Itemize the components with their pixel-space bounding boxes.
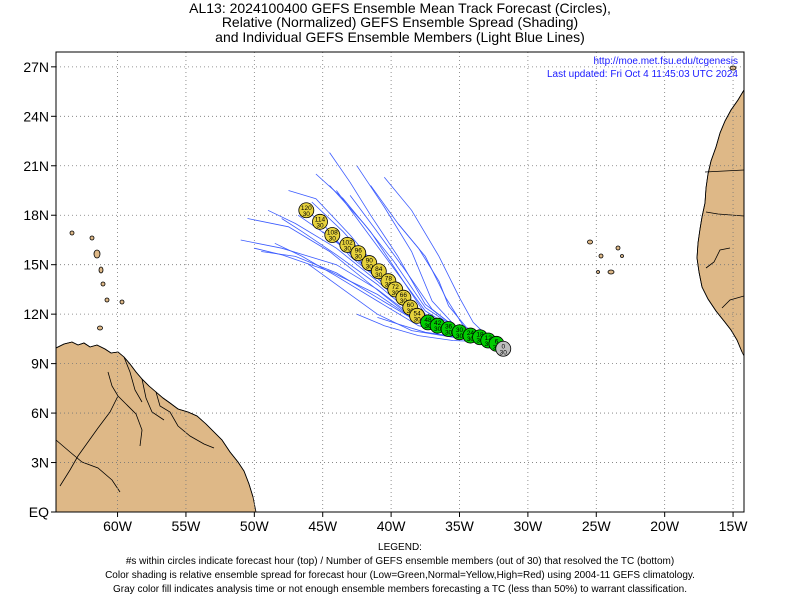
forecast-hour-label: 84 bbox=[375, 266, 383, 273]
member-track-line bbox=[383, 177, 494, 343]
legend-line-1: #s within circles indicate forecast hour… bbox=[125, 556, 675, 567]
forecast-hour-label: 90 bbox=[366, 258, 374, 265]
country-borders bbox=[56, 89, 744, 498]
lon-tick-label: 40W bbox=[377, 518, 407, 534]
lon-tick-label: 35W bbox=[445, 518, 475, 534]
lon-tick-label: 25W bbox=[582, 518, 612, 534]
title-line-1: AL13: 2024100400 GEFS Ensemble Mean Trac… bbox=[189, 0, 611, 16]
legend-line-2: Color shading is relative ensemble sprea… bbox=[105, 570, 695, 581]
lat-tick-label: 21N bbox=[23, 158, 49, 174]
mean-track-circle bbox=[350, 245, 367, 262]
axis-ticks: 60W 55W 50W 45W 40W 35W 30W 25W 20W 15W EQ 3N 6N 9N 12… bbox=[23, 59, 748, 534]
member-count-label: 30 bbox=[424, 323, 432, 330]
member-count-label: 30 bbox=[355, 254, 363, 261]
member-count-label: 30 bbox=[329, 236, 337, 243]
forecast-hour-label: 36 bbox=[445, 323, 453, 330]
mean-track-circle bbox=[370, 263, 387, 280]
member-count-label: 30 bbox=[366, 264, 374, 271]
lat-tick-label: 24N bbox=[23, 108, 49, 124]
mean-track-circle bbox=[495, 340, 512, 357]
forecast-hour-label: 48 bbox=[424, 317, 432, 324]
mean-track-circle bbox=[324, 227, 341, 243]
member-count-label: 30 bbox=[303, 211, 311, 218]
lon-tick-label: 30W bbox=[513, 518, 543, 534]
forecast-hour-label: 96 bbox=[355, 248, 363, 255]
legend-line-3: Gray color fill indicates analysis time … bbox=[113, 584, 687, 595]
lat-tick-label: 27N bbox=[23, 59, 49, 75]
lat-tick-label: 12N bbox=[23, 306, 49, 322]
mean-track-circle bbox=[298, 202, 315, 219]
member-count-label: 30 bbox=[485, 341, 493, 348]
attribution-updated: Last updated: Fri Oct 4 11:45:03 UTC 202… bbox=[547, 69, 738, 80]
forecast-hour-label: 24 bbox=[467, 330, 475, 337]
member-count-label: 30 bbox=[344, 245, 352, 252]
forecast-hour-label: 66 bbox=[400, 292, 408, 299]
title-line-2: Relative (Normalized) GEFS Ensemble Spre… bbox=[221, 14, 579, 30]
forecast-hour-label: 102 bbox=[342, 239, 353, 246]
mean-track-circle bbox=[339, 237, 356, 253]
mean-track-point: 030 bbox=[495, 340, 512, 357]
lat-tick-label: 6N bbox=[31, 405, 49, 421]
legend-header: LEGEND: bbox=[378, 542, 422, 553]
forecast-hour-label: 30 bbox=[456, 327, 464, 334]
forecast-hour-label: 60 bbox=[407, 302, 415, 309]
attribution-url: http://moe.met.fsu.edu/tcgenesis bbox=[593, 56, 738, 67]
member-count-label: 30 bbox=[392, 290, 400, 297]
lon-tick-label: 15W bbox=[719, 518, 749, 534]
islands bbox=[69, 65, 737, 331]
member-count-label: 30 bbox=[500, 349, 508, 356]
forecast-hour-label: 6 bbox=[495, 338, 499, 345]
title-line-3: and Individual GEFS Ensemble Members (Li… bbox=[215, 29, 585, 45]
lat-tick-label: 15N bbox=[23, 257, 49, 273]
lon-tick-label: 45W bbox=[308, 518, 338, 534]
lat-lon-grid bbox=[56, 52, 744, 512]
member-count-label: 30 bbox=[476, 338, 484, 345]
forecast-hour-label: 120 bbox=[301, 205, 312, 212]
lat-tick-label: EQ bbox=[29, 504, 49, 520]
member-count-label: 30 bbox=[375, 272, 383, 279]
lat-tick-label: 18N bbox=[23, 207, 49, 223]
forecast-hour-label: 72 bbox=[392, 284, 400, 291]
forecast-hour-label: 0 bbox=[501, 343, 505, 350]
member-count-label: 30 bbox=[445, 329, 453, 336]
forecast-hour-label: 78 bbox=[385, 276, 393, 283]
member-count-label: 30 bbox=[467, 336, 475, 343]
forecast-hour-label: 54 bbox=[413, 310, 421, 317]
forecast-hour-label: 108 bbox=[327, 230, 338, 237]
map-frame bbox=[55, 51, 745, 513]
member-count-label: 30 bbox=[413, 316, 421, 323]
lon-tick-label: 55W bbox=[172, 518, 202, 534]
forecast-hour-label: 18 bbox=[476, 332, 484, 339]
member-count-label: 30 bbox=[434, 326, 442, 333]
mean-track-circle bbox=[312, 213, 328, 230]
lat-tick-label: 9N bbox=[31, 356, 49, 372]
member-count-label: 30 bbox=[400, 298, 408, 305]
lon-tick-label: 60W bbox=[103, 518, 133, 534]
lat-tick-label: 3N bbox=[31, 455, 49, 471]
forecast-hour-label: 42 bbox=[434, 320, 442, 327]
lon-tick-label: 20W bbox=[650, 518, 680, 534]
lon-tick-label: 50W bbox=[240, 518, 270, 534]
forecast-hour-label: 12 bbox=[485, 335, 493, 342]
forecast-hour-label: 114 bbox=[315, 216, 326, 223]
member-count-label: 30 bbox=[316, 222, 324, 229]
member-count-label: 30 bbox=[456, 333, 464, 340]
